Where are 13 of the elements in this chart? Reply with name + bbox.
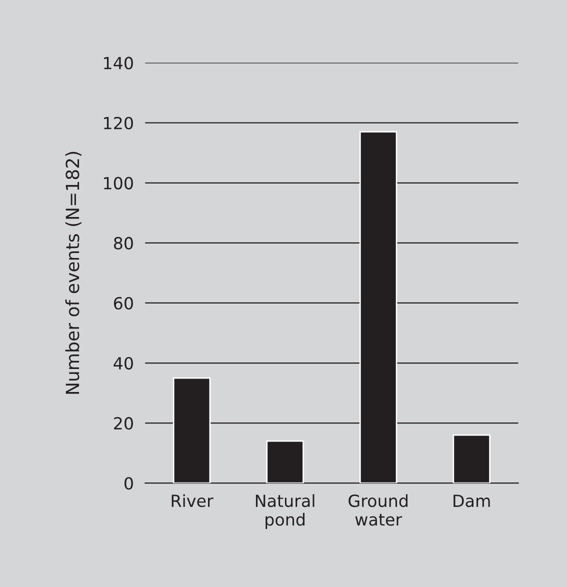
x-tick-label: Ground water — [348, 494, 408, 526]
y-tick-label: 120 — [104, 116, 133, 130]
y-tick-label: 60 — [114, 296, 133, 310]
y-axis-title: Number of events (N=182) — [65, 152, 82, 394]
y-tick-label: 80 — [114, 236, 133, 250]
y-tick-label: 100 — [104, 176, 133, 190]
x-tick-label: Dam — [454, 494, 490, 508]
x-tick-label: River — [172, 494, 214, 508]
y-tick-label: 140 — [104, 56, 133, 70]
y-tick-label: 40 — [114, 356, 133, 370]
x-tick-label: Natural pond — [256, 494, 314, 530]
y-tick-label: 0 — [124, 477, 133, 490]
y-tick-label: 20 — [114, 417, 133, 430]
